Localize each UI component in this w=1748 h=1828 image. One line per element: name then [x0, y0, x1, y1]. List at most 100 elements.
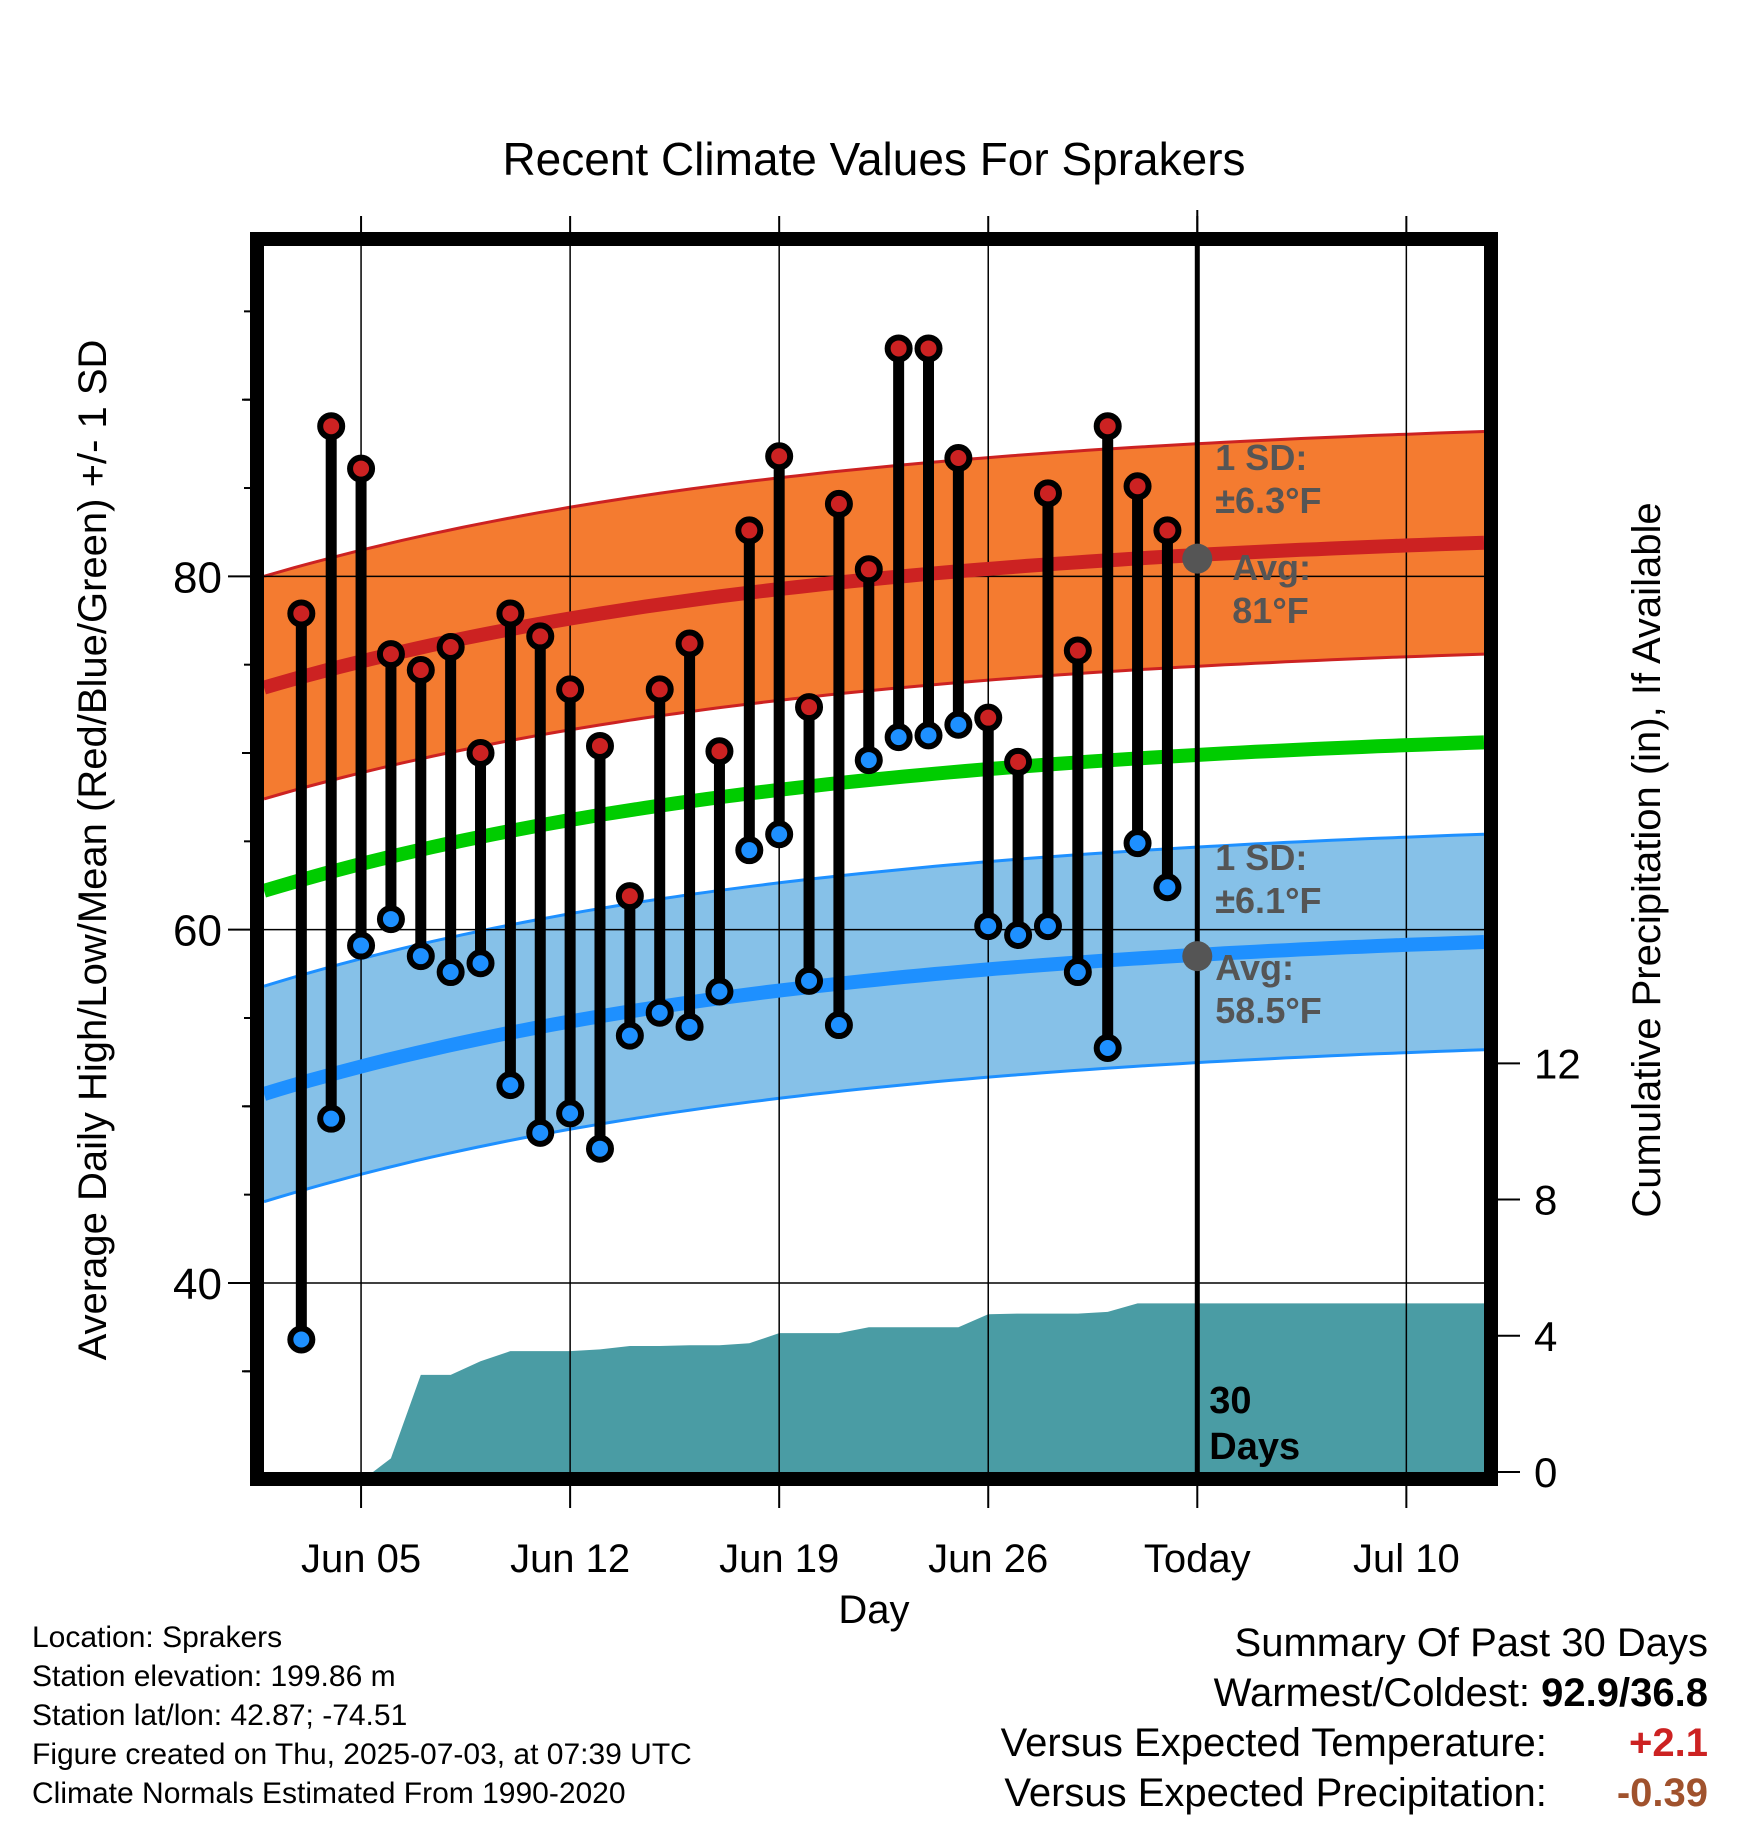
high-sd-label: 1 SD:	[1215, 437, 1307, 478]
high-point	[705, 737, 734, 766]
high-point	[884, 334, 913, 363]
low-point	[914, 721, 943, 750]
days-window-label: 30	[1209, 1380, 1251, 1422]
high-point	[675, 629, 704, 658]
y2-tick-label: 0	[1534, 1449, 1557, 1496]
low-point	[376, 905, 405, 934]
low-avg-marker	[1182, 941, 1213, 972]
high-avg-marker	[1182, 543, 1213, 574]
high-point	[1004, 747, 1033, 776]
low-point	[675, 1012, 704, 1041]
low-point	[466, 949, 495, 978]
high-point	[526, 622, 555, 651]
temp-anomaly-label: Versus Expected Temperature:	[1000, 1721, 1547, 1765]
x-tick-label: Jun 05	[301, 1537, 421, 1581]
low-point	[496, 1071, 525, 1100]
y2-tick-label: 12	[1534, 1040, 1581, 1087]
y-axis-label: Average Daily High/Low/Mean (Red/Blue/Gr…	[71, 340, 115, 1361]
low-point	[974, 912, 1003, 941]
low-point	[705, 977, 734, 1006]
latlon-text: Station lat/lon: 42.87; -74.51	[32, 1699, 408, 1732]
low-point	[944, 710, 973, 739]
warm-cold-row: Warmest/Coldest: 92.9/36.8	[1001, 1668, 1708, 1718]
low-point	[735, 836, 764, 865]
high-point	[1093, 412, 1122, 441]
x-tick-label: Jun 26	[928, 1537, 1048, 1581]
high-point	[615, 882, 644, 911]
high-point	[376, 640, 405, 669]
high-point	[287, 599, 316, 628]
low-point	[884, 723, 913, 752]
high-point	[496, 599, 525, 628]
low-point	[436, 958, 465, 987]
low-point	[556, 1099, 585, 1128]
y-tick-label: 80	[173, 553, 222, 602]
low-point	[645, 998, 674, 1027]
high-point	[735, 516, 764, 545]
chart-title: Recent Climate Values For Sprakers	[502, 133, 1245, 185]
high-sd-value: ±6.3°F	[1215, 480, 1321, 521]
high-point	[466, 739, 495, 768]
low-point	[287, 1325, 316, 1354]
high-sd-upper-line	[263, 430, 1485, 578]
low-point	[824, 1011, 853, 1040]
low-sd-value: ±6.1°F	[1215, 880, 1321, 921]
low-point	[1153, 873, 1182, 902]
high-point	[795, 693, 824, 722]
days-window-label: Days	[1209, 1426, 1300, 1468]
high-point	[317, 412, 346, 441]
location-text: Location: Sprakers	[32, 1621, 283, 1654]
low-point	[1093, 1034, 1122, 1063]
high-point	[974, 703, 1003, 732]
low-point	[347, 931, 376, 960]
low-point	[795, 966, 824, 995]
y2-axis-label: Cumulative Precipitation (in), If Availa…	[1625, 502, 1669, 1217]
high-point	[436, 633, 465, 662]
high-point	[765, 442, 794, 471]
low-sd-upper-line	[263, 832, 1485, 988]
high-point	[347, 454, 376, 483]
y-tick-label: 60	[173, 907, 222, 956]
high-point	[1033, 479, 1062, 508]
y2-tick-label: 8	[1534, 1177, 1557, 1224]
high-point	[1123, 472, 1152, 501]
high-point	[854, 555, 883, 584]
high-avg-label: Avg:	[1232, 547, 1311, 588]
low-point	[585, 1134, 614, 1163]
high-avg-value: 81°F	[1232, 590, 1308, 631]
summary-title: Summary Of Past 30 Days	[1234, 1621, 1708, 1665]
x-tick-label: Jun 12	[510, 1537, 630, 1581]
warm-cold-label: Warmest/Coldest:	[1213, 1671, 1531, 1715]
normals-text: Climate Normals Estimated From 1990-2020	[32, 1777, 626, 1810]
x-tick-label: Jul 10	[1353, 1537, 1460, 1581]
high-point	[1153, 516, 1182, 545]
precip-anomaly-label: Versus Expected Precipitation:	[1004, 1771, 1547, 1815]
y2-tick-label: 4	[1534, 1313, 1557, 1360]
low-point	[765, 820, 794, 849]
temp-anomaly-row: Versus Expected Temperature: +2.1	[1001, 1718, 1708, 1768]
x-tick-label: Today	[1144, 1537, 1251, 1581]
low-point	[1063, 958, 1092, 987]
low-point	[317, 1104, 346, 1133]
high-point	[645, 675, 674, 704]
high-point	[824, 489, 853, 518]
normal-low-line	[261, 935, 1485, 1101]
low-sd-label: 1 SD:	[1215, 837, 1307, 878]
low-point	[854, 746, 883, 775]
low-sd-lower-line	[263, 1048, 1485, 1204]
x-axis-label: Day	[838, 1588, 909, 1632]
low-point	[1123, 829, 1152, 858]
temp-anomaly-value: +2.1	[1629, 1721, 1708, 1765]
precip-anomaly-value: -0.39	[1616, 1771, 1708, 1815]
station-info: Location: Sprakers Station elevation: 19…	[32, 1618, 692, 1813]
low-avg-value: 58.5°F	[1215, 990, 1321, 1031]
low-point	[526, 1118, 555, 1147]
elevation-text: Station elevation: 199.86 m	[32, 1660, 396, 1693]
warm-cold-value: 92.9/36.8	[1541, 1671, 1708, 1715]
low-point	[615, 1021, 644, 1050]
high-point	[914, 334, 943, 363]
high-point	[556, 675, 585, 704]
high-point	[585, 731, 614, 760]
